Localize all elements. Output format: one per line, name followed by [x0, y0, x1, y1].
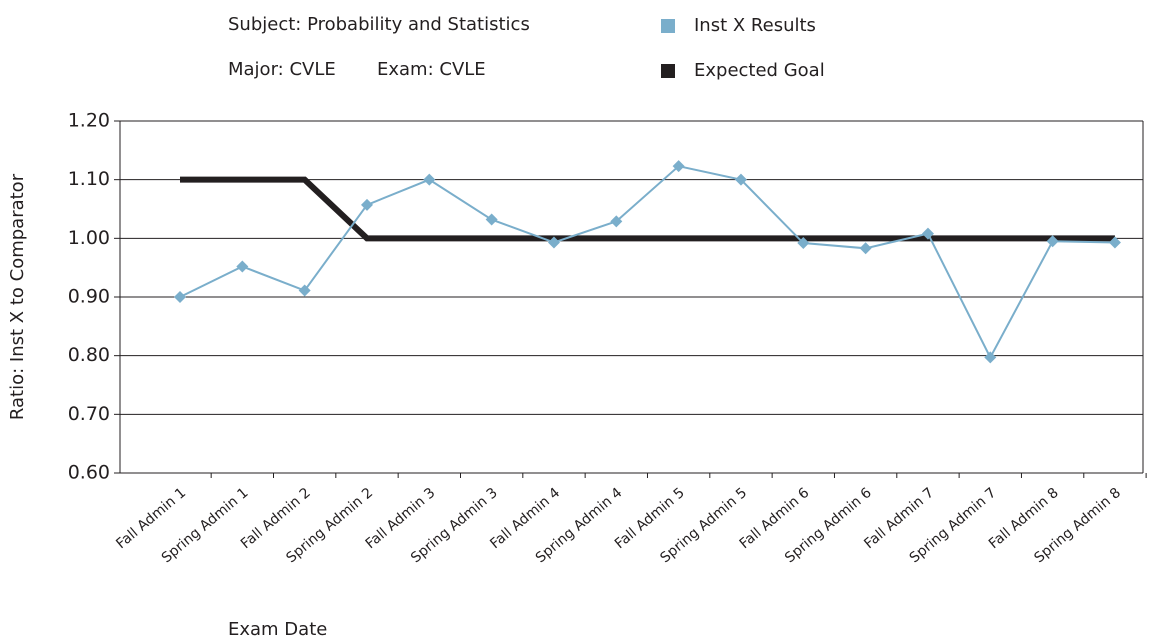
data-point: [797, 237, 810, 250]
data-point: [1046, 235, 1059, 248]
y-tick-label: 0.80: [68, 344, 110, 366]
data-point: [1108, 236, 1121, 249]
legend-swatch: [661, 19, 675, 33]
data-point: [734, 173, 747, 186]
data-point: [610, 215, 623, 228]
data-point: [672, 160, 685, 173]
chart-subtitle: Exam: CVLE: [377, 59, 486, 80]
legend-label: Expected Goal: [694, 60, 825, 81]
legend-label: Inst X Results: [694, 15, 816, 36]
y-tick-label: 1.10: [68, 168, 110, 190]
data-point: [236, 260, 249, 273]
y-tick-label: 0.90: [68, 286, 110, 308]
series-line: [179, 165, 1115, 360]
y-tick-label: 1.00: [68, 227, 110, 249]
y-tick-label: 1.20: [68, 110, 110, 132]
y-tick-label: 0.70: [68, 403, 110, 425]
data-point: [859, 242, 872, 255]
data-point: [360, 198, 373, 211]
data-point: [298, 284, 311, 297]
data-point: [921, 227, 934, 240]
legend-swatch: [661, 64, 675, 78]
data-point: [547, 236, 560, 249]
y-tick-label: 0.60: [68, 462, 110, 484]
x-axis-label: Exam Date: [228, 619, 327, 640]
data-point: [423, 173, 436, 186]
data-point: [485, 213, 498, 226]
data-point: [174, 291, 186, 303]
series-line: [180, 176, 1115, 242]
y-axis-label: Ratio: Inst X to Comparator: [7, 173, 28, 420]
chart-subtitle: Major: CVLE: [228, 59, 336, 80]
data-point: [984, 351, 997, 364]
chart-title: Subject: Probability and Statistics: [228, 14, 530, 35]
